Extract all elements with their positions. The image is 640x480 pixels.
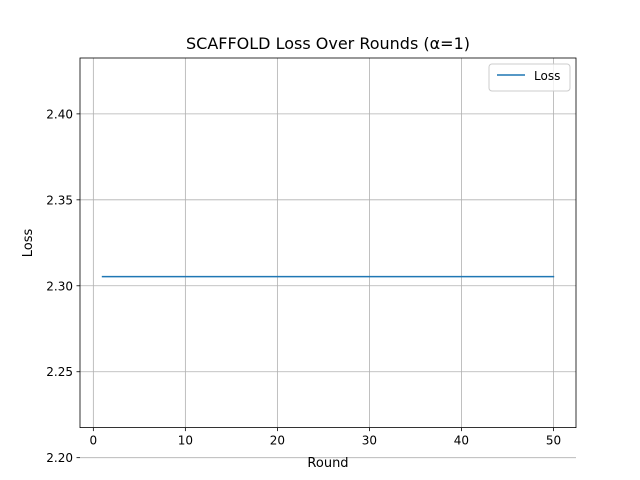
x-tick-label: 10 — [178, 434, 193, 448]
y-tick-label: 2.35 — [46, 193, 73, 207]
legend: Loss — [488, 63, 571, 92]
x-axis-label: Round — [307, 456, 348, 471]
x-tick-label: 20 — [270, 434, 285, 448]
x-tick-label: 30 — [362, 434, 377, 448]
legend-box — [488, 63, 571, 92]
x-tick-label: 50 — [546, 434, 561, 448]
y-tick-label: 2.40 — [46, 107, 73, 121]
x-axis-ticks: 0 10 20 30 40 50 — [90, 427, 561, 448]
y-axis-label: Loss — [21, 229, 36, 258]
y-tick-label: 2.20 — [46, 451, 73, 465]
plot-frame — [79, 57, 577, 429]
chart-title: SCAFFOLD Loss Over Rounds (α=1) — [186, 34, 470, 53]
x-tick-label: 40 — [454, 434, 469, 448]
legend-label: Loss — [534, 69, 560, 83]
y-tick-label: 2.30 — [46, 279, 73, 293]
y-tick-label: 2.25 — [46, 365, 73, 379]
x-tick-label: 0 — [90, 434, 98, 448]
grid-lines — [80, 58, 576, 459]
y-axis-ticks: 2.20 2.25 2.30 2.35 2.40 — [46, 107, 80, 465]
